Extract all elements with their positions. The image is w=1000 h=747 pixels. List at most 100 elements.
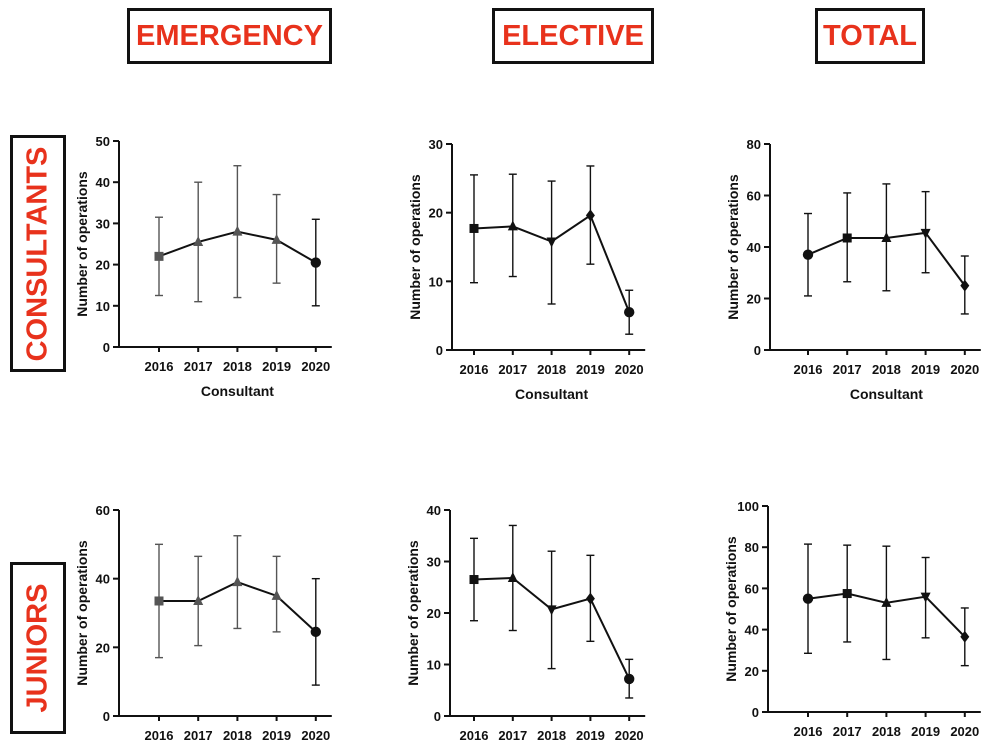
y-tick-label: 0 — [103, 709, 110, 724]
x-tick-label: 2016 — [145, 728, 174, 743]
header-emergency-label: EMERGENCY — [136, 19, 323, 52]
x-tick-label: 2020 — [615, 728, 644, 743]
y-tick-label: 0 — [754, 343, 761, 358]
chart-consultants-elective: 0 10 20 30 2016 2017 2018 2019 2020 Number of ope… — [407, 137, 646, 402]
data-point — [193, 235, 204, 246]
y-tick-label: 100 — [737, 499, 759, 514]
data-point — [193, 594, 204, 605]
data-point — [507, 571, 518, 582]
x-axis-title: Consultant — [850, 386, 923, 402]
x-tick-label: 2018 — [872, 362, 901, 377]
data-point — [842, 233, 852, 243]
y-tick-label: 10 — [427, 658, 441, 673]
x-tick-label: 2020 — [301, 728, 330, 743]
data-point — [920, 228, 931, 239]
data-point — [310, 626, 321, 638]
x-tick-label: 2020 — [301, 359, 330, 374]
x-tick-label: 2016 — [145, 359, 174, 374]
x-tick-label: 2018 — [223, 728, 252, 743]
row-header-consultants: CONSULTANTS — [10, 135, 66, 372]
x-tick-label: 2018 — [537, 728, 566, 743]
x-tick-label: 2016 — [794, 724, 823, 739]
y-tick-label: 10 — [429, 274, 443, 289]
y-tick-label: 40 — [745, 623, 759, 638]
x-tick-label: 2017 — [498, 728, 527, 743]
data-point — [154, 251, 164, 261]
chart-consultants-total: 0 20 40 60 80 2016 2017 2018 2019 2020 Number of o… — [725, 137, 981, 402]
header-emergency: EMERGENCY — [127, 8, 332, 64]
x-tick-label: 2020 — [950, 724, 979, 739]
y-tick-label: 30 — [429, 137, 443, 152]
x-tick-label: 2019 — [262, 728, 291, 743]
x-tick-label: 2017 — [498, 362, 527, 377]
chart-consultants-emergency: 0 10 20 30 40 50 2016 2017 2018 2019 2020 Number of… — [74, 134, 332, 399]
data-point — [881, 596, 892, 607]
x-tick-label: 2019 — [911, 724, 940, 739]
x-tick-label: 2018 — [872, 724, 901, 739]
y-tick-label: 60 — [96, 503, 110, 518]
x-tick-label: 2017 — [184, 728, 213, 743]
data-point — [960, 279, 970, 292]
x-tick-label: 2016 — [460, 362, 489, 377]
x-tick-label: 2019 — [262, 359, 291, 374]
data-point — [546, 237, 557, 248]
data-point — [624, 307, 635, 318]
y-tick-label: 0 — [434, 709, 441, 724]
y-tick-label: 20 — [427, 606, 441, 621]
data-point — [585, 209, 595, 222]
y-tick-label: 0 — [752, 705, 759, 720]
x-tick-label: 2018 — [223, 359, 252, 374]
x-axis-title: Consultant — [515, 386, 588, 402]
y-tick-label: 60 — [745, 581, 759, 596]
x-tick-label: 2016 — [794, 362, 823, 377]
y-tick-label: 20 — [747, 292, 761, 307]
data-point — [624, 673, 635, 685]
y-tick-label: 40 — [96, 175, 110, 190]
y-axis-title: Number of operations — [723, 536, 739, 682]
data-point — [469, 575, 479, 585]
x-tick-label: 2017 — [184, 359, 213, 374]
y-tick-label: 20 — [745, 664, 759, 679]
data-point — [802, 593, 814, 604]
x-tick-label: 2016 — [460, 728, 489, 743]
y-tick-label: 20 — [429, 206, 443, 221]
x-axis-title: Consultant — [201, 383, 274, 399]
y-tick-label: 30 — [427, 555, 441, 570]
y-tick-label: 50 — [96, 134, 110, 149]
y-axis-title: Number of operations — [407, 174, 423, 320]
y-tick-label: 30 — [96, 216, 110, 231]
data-point — [154, 596, 164, 606]
y-axis-title: Number of operations — [405, 540, 421, 686]
row-header-juniors: JUNIORS — [10, 562, 66, 734]
header-total-label: TOTAL — [823, 19, 917, 52]
x-tick-label: 2019 — [576, 362, 605, 377]
y-tick-label: 40 — [747, 240, 761, 255]
data-point — [310, 257, 321, 268]
header-elective: ELECTIVE — [492, 8, 654, 64]
data-point — [469, 223, 479, 233]
y-tick-label: 10 — [96, 299, 110, 314]
y-tick-label: 80 — [745, 540, 759, 555]
data-point — [881, 231, 892, 242]
chart-juniors-elective: 0 10 20 30 40 2016 2017 2018 2019 2020 Number of o… — [405, 503, 646, 743]
chart-juniors-emergency: 0 20 40 60 2016 2017 2018 2019 2020 Number of ope… — [74, 503, 332, 743]
x-tick-label: 2019 — [576, 728, 605, 743]
y-axis-title: Number of operations — [74, 171, 90, 317]
data-point — [802, 249, 814, 260]
x-tick-label: 2019 — [911, 362, 940, 377]
y-tick-label: 60 — [747, 189, 761, 204]
data-point — [546, 605, 557, 616]
data-point — [507, 220, 518, 231]
data-point — [232, 576, 243, 587]
data-point — [271, 589, 282, 600]
y-tick-label: 40 — [427, 503, 441, 518]
header-total: TOTAL — [815, 8, 925, 64]
x-tick-label: 2020 — [950, 362, 979, 377]
x-tick-label: 2017 — [833, 362, 862, 377]
y-tick-label: 80 — [747, 137, 761, 152]
data-point — [920, 592, 931, 603]
x-tick-label: 2020 — [615, 362, 644, 377]
data-point — [232, 225, 243, 236]
x-tick-label: 2018 — [537, 362, 566, 377]
